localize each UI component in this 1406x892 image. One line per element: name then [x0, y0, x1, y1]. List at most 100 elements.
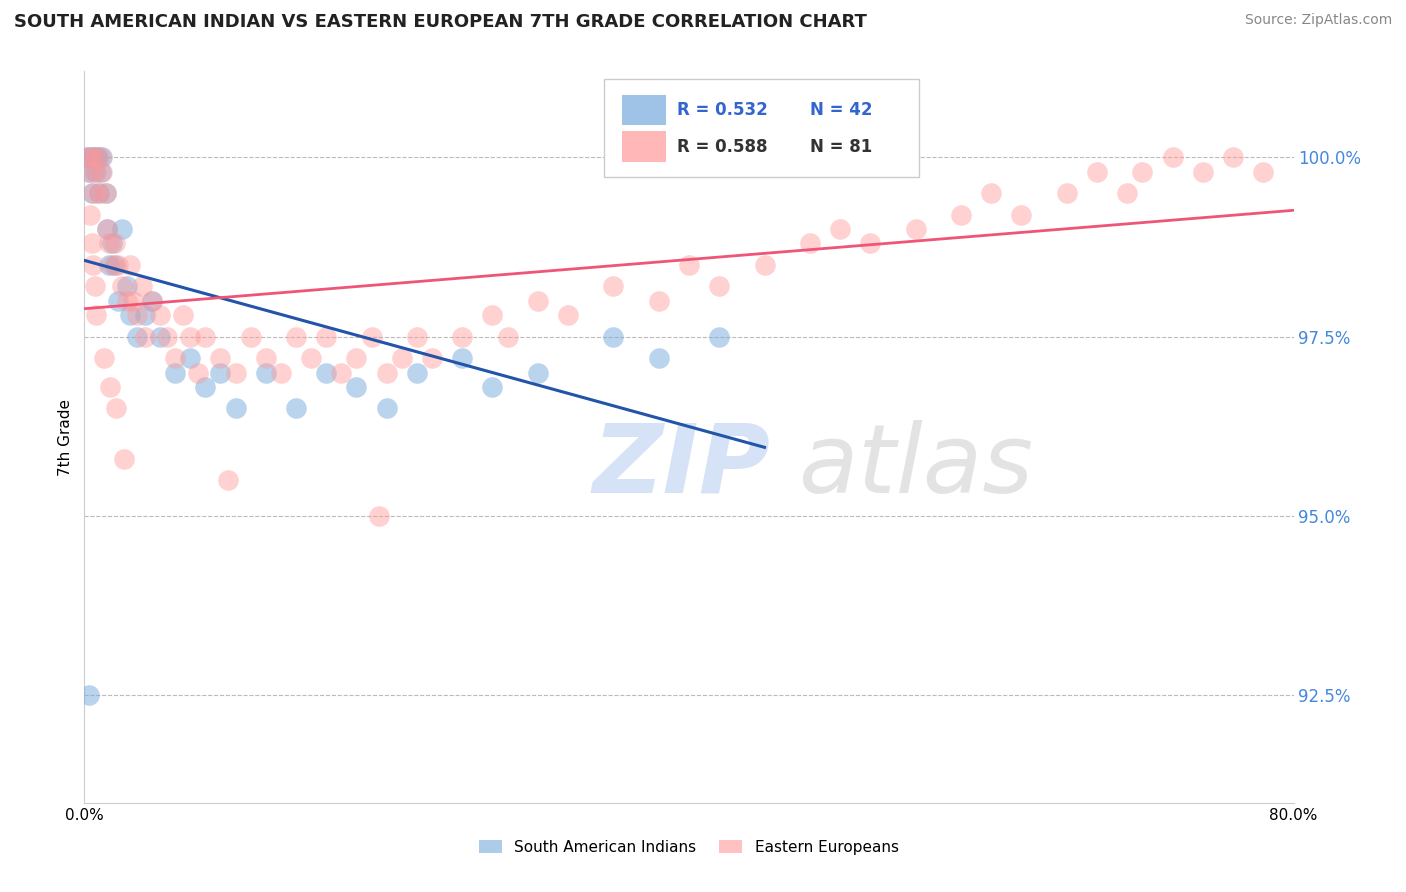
- Point: [1132, 165, 1154, 179]
- Y-axis label: 7th Grade: 7th Grade: [58, 399, 73, 475]
- Point: [82, 150, 104, 164]
- Point: [360, 329, 382, 343]
- Point: [165, 351, 187, 366]
- Point: [239, 329, 262, 343]
- Point: [131, 279, 153, 293]
- Point: [90, 165, 112, 179]
- Point: [602, 329, 624, 343]
- Point: [79, 150, 101, 164]
- Point: [481, 308, 503, 322]
- Point: [91, 165, 114, 179]
- Point: [1056, 186, 1078, 201]
- Point: [96, 222, 118, 236]
- Point: [451, 351, 474, 366]
- Point: [950, 208, 973, 222]
- Point: [84, 165, 107, 179]
- Point: [79, 208, 101, 222]
- Point: [217, 473, 239, 487]
- Point: [104, 236, 127, 251]
- Point: [80, 150, 103, 164]
- Point: [111, 279, 134, 293]
- Point: [97, 236, 120, 251]
- Point: [179, 351, 201, 366]
- Point: [375, 401, 398, 416]
- Point: [1253, 165, 1275, 179]
- FancyBboxPatch shape: [623, 95, 666, 126]
- Point: [285, 329, 308, 343]
- Point: [648, 293, 671, 308]
- Point: [80, 186, 103, 201]
- Point: [315, 366, 337, 380]
- Point: [1192, 165, 1215, 179]
- Point: [118, 258, 141, 272]
- Legend: South American Indians, Eastern Europeans: South American Indians, Eastern European…: [474, 834, 904, 861]
- Point: [127, 308, 149, 322]
- Text: N = 42: N = 42: [810, 101, 872, 120]
- Point: [93, 351, 115, 366]
- Point: [285, 401, 308, 416]
- Point: [82, 258, 104, 272]
- Point: [375, 366, 398, 380]
- Point: [141, 293, 163, 308]
- Point: [1116, 186, 1139, 201]
- Point: [84, 150, 107, 164]
- Point: [194, 329, 217, 343]
- Text: R = 0.532: R = 0.532: [676, 101, 768, 120]
- Point: [77, 165, 100, 179]
- Point: [420, 351, 443, 366]
- Point: [602, 279, 624, 293]
- Point: [709, 329, 731, 343]
- Point: [527, 293, 550, 308]
- Point: [97, 258, 120, 272]
- Text: R = 0.588: R = 0.588: [676, 137, 768, 156]
- Point: [149, 308, 172, 322]
- Point: [94, 186, 117, 201]
- Point: [254, 351, 277, 366]
- Point: [270, 366, 292, 380]
- Point: [100, 258, 122, 272]
- Point: [346, 351, 368, 366]
- Point: [91, 150, 114, 164]
- Point: [89, 186, 111, 201]
- Point: [209, 351, 232, 366]
- Point: [90, 150, 112, 164]
- Point: [77, 688, 100, 702]
- Point: [859, 236, 882, 251]
- Point: [121, 293, 143, 308]
- Point: [98, 380, 121, 394]
- Point: [134, 329, 156, 343]
- Text: N = 81: N = 81: [810, 137, 872, 156]
- Point: [557, 308, 579, 322]
- Point: [194, 380, 217, 394]
- Point: [76, 150, 98, 164]
- Point: [86, 165, 108, 179]
- FancyBboxPatch shape: [623, 131, 666, 162]
- Point: [111, 222, 134, 236]
- Point: [84, 279, 107, 293]
- Text: Source: ZipAtlas.com: Source: ZipAtlas.com: [1244, 13, 1392, 28]
- Point: [368, 508, 391, 523]
- Point: [86, 308, 108, 322]
- Point: [87, 150, 110, 164]
- Point: [225, 366, 247, 380]
- Point: [330, 366, 353, 380]
- Point: [105, 401, 128, 416]
- Point: [115, 279, 138, 293]
- Point: [94, 186, 117, 201]
- FancyBboxPatch shape: [605, 78, 918, 178]
- Point: [709, 279, 731, 293]
- Point: [406, 366, 429, 380]
- Point: [115, 293, 138, 308]
- Point: [254, 366, 277, 380]
- Point: [225, 401, 247, 416]
- Point: [1085, 165, 1108, 179]
- Point: [299, 351, 322, 366]
- Point: [346, 380, 368, 394]
- Point: [904, 222, 927, 236]
- Point: [179, 329, 201, 343]
- Point: [481, 380, 503, 394]
- Point: [107, 293, 129, 308]
- Point: [451, 329, 474, 343]
- Point: [77, 165, 100, 179]
- Point: [104, 258, 127, 272]
